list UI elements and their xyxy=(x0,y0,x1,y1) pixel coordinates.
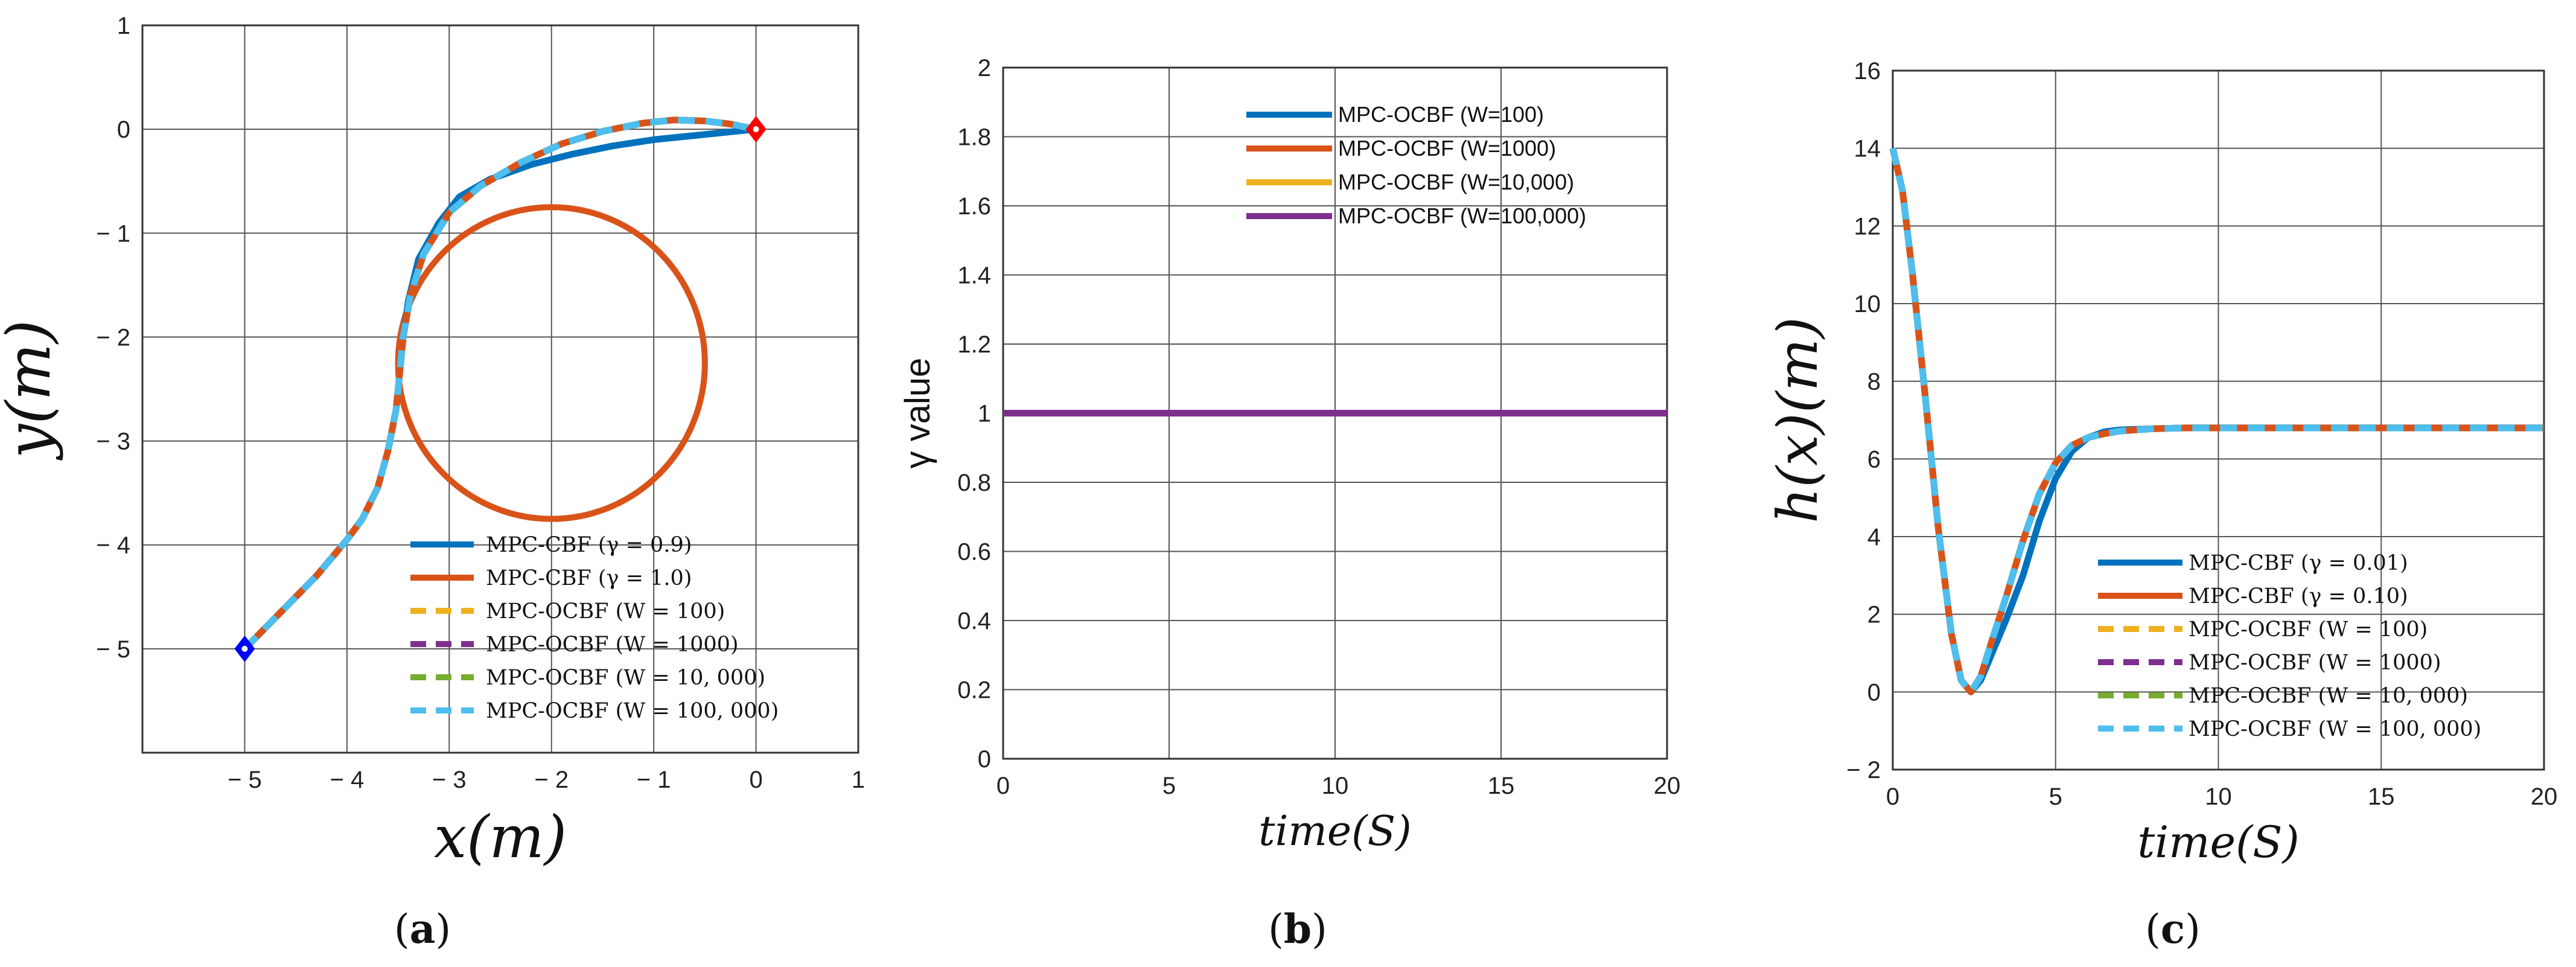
x-tick-label: 10 xyxy=(2205,783,2232,810)
y-tick-label: 1.4 xyxy=(957,263,991,289)
x-tick-label: − 2 xyxy=(534,767,569,793)
panel-label-open: ( xyxy=(394,906,410,953)
legend-label: MPC-OCBF (W = 10, 000) xyxy=(486,666,765,690)
y-tick-label: 2 xyxy=(978,55,991,81)
y-tick-label: − 2 xyxy=(1846,757,1881,783)
x-axis-label: time(S) xyxy=(2137,817,2299,867)
x-tick-label: − 1 xyxy=(637,767,671,793)
legend-label: MPC-OCBF (W=10,000) xyxy=(1338,170,1574,194)
y-tick-label: 8 xyxy=(1867,369,1881,395)
x-tick-label: 0 xyxy=(996,773,1010,799)
legend-label: MPC-OCBF (W = 100, 000) xyxy=(486,699,779,723)
chart-panel-c: 0 5 10 15 20− 20246810121416time(S)h(x)(m)MP… xyxy=(1765,58,2557,953)
axes-box xyxy=(141,24,859,754)
legend-label: MPC-CBF (γ = 0.01) xyxy=(2189,551,2408,575)
panel-label-close: ) xyxy=(1312,906,1327,953)
legend-label: MPC-OCBF (W = 1000) xyxy=(486,633,739,657)
legend-label: MPC-CBF (γ = 0.10) xyxy=(2189,584,2408,608)
y-tick-label: 0.2 xyxy=(957,677,991,704)
x-tick-label: 20 xyxy=(1654,773,1681,799)
x-tick-label: − 4 xyxy=(330,767,364,793)
x-tick-label: 20 xyxy=(2531,783,2558,810)
legend: MPC-CBF (γ = 0.9) MPC-CBF (γ = 1.0) MPC-OC… xyxy=(410,533,779,723)
legend-label: MPC-CBF (γ = 1.0) xyxy=(486,566,692,590)
y-tick-label: 1.8 xyxy=(957,124,991,151)
x-tick-label: 15 xyxy=(2368,783,2395,810)
legend-label: MPC-OCBF (W=1000) xyxy=(1338,136,1556,161)
legend: MPC-OCBF (W=100) MPC-OCBF (W=1000) MPC-OCB… xyxy=(1246,102,1586,228)
y-axis-label: h(x)(m) xyxy=(1765,317,1830,523)
panel-label-letter: b xyxy=(1284,905,1312,953)
x-tick-label: 5 xyxy=(1162,773,1176,799)
panel-label-close: ) xyxy=(435,906,451,953)
x-tick-label: 1 xyxy=(852,767,865,793)
y-axis-label: y(m) xyxy=(0,320,64,461)
axes-box xyxy=(1892,69,2545,771)
y-tick-label: 2 xyxy=(1867,602,1881,628)
legend-label: MPC-OCBF (W=100,000) xyxy=(1338,203,1586,228)
y-tick-label: 4 xyxy=(1867,524,1881,551)
y-tick-label: − 3 xyxy=(96,429,130,455)
y-tick-label: 1.6 xyxy=(957,193,991,220)
legend-label: MPC-OCBF (W = 10, 000) xyxy=(2189,684,2468,708)
x-tick-label: 0 xyxy=(749,767,762,793)
y-tick-label: 16 xyxy=(1854,58,1881,85)
y-axis-label: γ value xyxy=(898,358,937,469)
y-tick-label: − 5 xyxy=(96,636,130,663)
y-tick-label: − 1 xyxy=(96,220,130,247)
x-tick-label: 15 xyxy=(1488,773,1515,799)
x-tick-label: 5 xyxy=(2049,783,2062,810)
panel-label: (b) xyxy=(1268,905,1327,953)
panel-label: (a) xyxy=(394,905,451,953)
legend-label: MPC-OCBF (W = 100) xyxy=(2189,618,2428,642)
y-tick-label: 6 xyxy=(1867,446,1881,473)
y-tick-label: 1 xyxy=(117,13,130,39)
chart-panel-a: − 5 − 4 − 3 − 2 − 1 0 1 − 5 − 4 − 3 − 2 − 1 0 1 x(m) y(… xyxy=(0,13,865,953)
chart-panel-b: 0 5 10 15 20 0 0.2 0.4 0.6 0.8 1 1.2 1.4 1.6 1.8 2 time(… xyxy=(898,55,1680,953)
x-tick-label: − 5 xyxy=(228,767,262,793)
panel-label-open: ( xyxy=(1268,906,1284,953)
x-axis-label: x(m) xyxy=(434,803,567,871)
y-tick-label: − 4 xyxy=(96,532,130,559)
legend-label: MPC-OCBF (W = 100, 000) xyxy=(2189,717,2481,741)
goal-marker-dot xyxy=(753,126,759,133)
x-tick-label: 0 xyxy=(1886,783,1899,810)
x-axis-label: time(S) xyxy=(1258,808,1411,855)
y-tick-label: 1 xyxy=(978,401,991,427)
legend: MPC-CBF (γ = 0.01) MPC-CBF (γ = 0.10) MPC-… xyxy=(2098,551,2481,741)
legend-label: MPC-OCBF (W = 1000) xyxy=(2189,651,2441,675)
panel-label-letter: a xyxy=(410,905,436,953)
y-tick-label: 0.8 xyxy=(957,470,991,496)
y-tick-label: 10 xyxy=(1854,291,1881,318)
y-tick-label: − 2 xyxy=(96,324,130,351)
y-tick-label: 12 xyxy=(1854,213,1881,240)
y-tick-label: 0 xyxy=(978,746,991,773)
panel-label-letter: c xyxy=(2161,905,2185,953)
y-tick-label: 0 xyxy=(1867,679,1881,706)
legend-label: MPC-OCBF (W=100) xyxy=(1338,102,1544,127)
start-marker-dot xyxy=(241,645,248,652)
y-tick-label: 0 xyxy=(117,116,130,143)
panel-label-close: ) xyxy=(2185,906,2201,953)
series-line xyxy=(242,116,757,651)
legend-label: MPC-OCBF (W = 100) xyxy=(486,599,725,624)
legend-label: MPC-CBF (γ = 0.9) xyxy=(486,533,692,557)
y-tick-label: 0.6 xyxy=(957,539,991,566)
y-tick-label: 14 xyxy=(1854,136,1881,162)
panel-label-open: ( xyxy=(2145,906,2161,953)
series-line xyxy=(1889,147,2544,695)
x-tick-label: − 3 xyxy=(432,767,467,793)
panel-label: (c) xyxy=(2145,905,2201,953)
y-tick-label: 1.2 xyxy=(957,331,991,358)
x-tick-label: 10 xyxy=(1322,773,1349,799)
y-tick-label: 0.4 xyxy=(957,608,991,634)
